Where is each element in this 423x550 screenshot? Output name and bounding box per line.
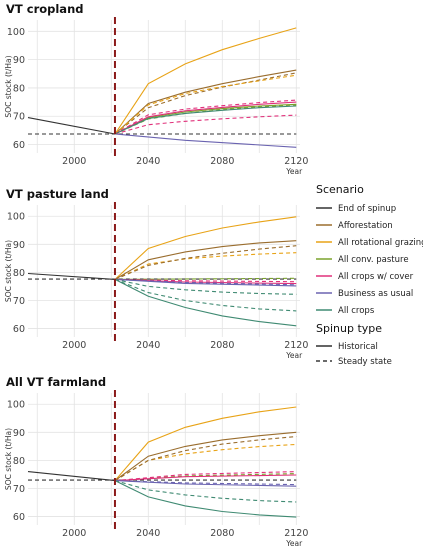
legend-item-all-conv-pasture: All conv. pasture [338, 255, 409, 265]
panel-all-vt-farmland: All VT farmland SOC stock (t/Ha) 60 70 80 90 1… [4, 375, 308, 548]
panel-title: VT cropland [6, 2, 84, 16]
legend-title-spinup: Spinup type [316, 322, 382, 335]
series-end-of-spinup-solid [27, 471, 116, 482]
y-axis-label: SOC stock (t/Ha) [4, 55, 13, 117]
series-all-crops-w-cover-solid [114, 101, 297, 135]
x-tick-label: 2000 [62, 156, 86, 167]
series-end-of-spinup-solid [27, 272, 116, 280]
x-tick-label: 2000 [62, 340, 86, 351]
x-tick-label: 2120 [284, 528, 308, 539]
series-all-rotational-grazing-dashed [114, 252, 297, 280]
y-tick-label: 100 [7, 400, 25, 411]
y-tick-label: 70 [13, 484, 25, 495]
series-all-crops-solid [114, 105, 297, 135]
legend-item-all-rotational-grazing: All rotational grazing [338, 238, 423, 248]
series-all-conv-pasture-dashed [114, 277, 297, 280]
series-afforestation-solid [114, 240, 297, 280]
x-tick-label: 2080 [210, 528, 234, 539]
panel-title: All VT farmland [6, 375, 106, 389]
x-tick-label: 2120 [284, 156, 308, 167]
legend-title-scenario: Scenario [316, 183, 364, 196]
series-all-conv-pasture-solid [114, 103, 297, 135]
series-all-crops-w-cover-dashed [114, 99, 297, 135]
y-tick-label: 80 [13, 456, 25, 467]
series-all-rotational-grazing-solid [114, 216, 297, 280]
y-tick-label: 80 [13, 268, 25, 279]
legend-item-steady-state: Steady state [338, 357, 392, 367]
series-all-crops-solid [114, 278, 297, 327]
x-tick-label: 2080 [210, 340, 234, 351]
series-all-rotational-grazing-dashed [114, 74, 297, 135]
legend-item-all-crops: All crops [338, 306, 375, 316]
y-tick-label: 70 [13, 296, 25, 307]
gridlines [28, 205, 300, 337]
y-tick-label: 90 [13, 55, 25, 66]
series-afforestation-solid [114, 431, 297, 482]
legend-item-historical: Historical [338, 342, 378, 352]
x-tick-label: 2040 [136, 340, 160, 351]
series-afforestation-dashed [114, 245, 297, 280]
series-all-crops-dashed [114, 480, 297, 503]
series-all-rotational-grazing-dashed [114, 443, 297, 482]
y-tick-label: 60 [13, 140, 25, 151]
legend-item-end-of-spinup: End of spinup [338, 204, 396, 214]
y-tick-label: 90 [13, 240, 25, 251]
legend: Scenario End of spinup Afforestation All ro… [316, 183, 423, 367]
series-afforestation-solid [114, 69, 297, 135]
series-lines [27, 27, 297, 148]
x-tick-label: 2080 [210, 156, 234, 167]
series-afforestation-dashed [114, 72, 297, 135]
panel-title: VT pasture land [6, 187, 109, 201]
series-all-crops-w-cover-solid [114, 474, 297, 482]
series-lines [27, 216, 297, 327]
series-all-crops-w-cover-dashed [114, 471, 297, 482]
x-axis-label: Year [285, 167, 303, 176]
x-tick-label: 2040 [136, 156, 160, 167]
x-axis-label: Year [285, 539, 303, 548]
y-axis-label: SOC stock (t/Ha) [4, 428, 13, 490]
series-all-crops-w-cover-dashed [114, 114, 297, 135]
series-business-as-usual-dashed [114, 480, 297, 486]
x-tick-label: 2120 [284, 340, 308, 351]
series-all-crops-solid [114, 480, 297, 518]
series-all-rotational-grazing-solid [114, 27, 297, 135]
series-all-crops-dashed [114, 278, 297, 295]
series-business-as-usual-solid [114, 480, 297, 487]
gridlines [28, 20, 300, 153]
y-tick-label: 60 [13, 324, 25, 335]
series-end-of-spinup-solid [27, 117, 116, 135]
y-tick-label: 70 [13, 112, 25, 123]
legend-item-business-as-usual: Business as usual [338, 289, 413, 299]
legend-item-afforestation: Afforestation [338, 221, 393, 231]
series-lines [27, 406, 297, 518]
panel-vt-pasture-land: VT pasture land SOC stock (t/Ha) 60 70 80 90 1… [4, 187, 308, 360]
y-tick-label: 60 [13, 512, 25, 523]
x-axis-label: Year [285, 351, 303, 360]
gridlines [28, 393, 300, 525]
x-tick-label: 2000 [62, 528, 86, 539]
y-tick-label: 80 [13, 83, 25, 94]
series-business-as-usual-dashed [114, 278, 297, 286]
y-tick-label: 90 [13, 428, 25, 439]
x-tick-label: 2040 [136, 528, 160, 539]
legend-item-all-crops-w-cover: All crops w/ cover [338, 272, 414, 282]
series-all-crops-dashed [114, 278, 297, 312]
series-business-as-usual-solid [114, 133, 297, 148]
panel-vt-cropland: VT cropland SOC stock (t/Ha) 60 70 80 90 100 20… [4, 2, 308, 176]
y-tick-label: 100 [7, 212, 25, 223]
chart-panels: VT cropland SOC stock (t/Ha) 60 70 80 90 100 20… [4, 2, 308, 548]
series-all-rotational-grazing-solid [114, 406, 297, 481]
y-tick-label: 100 [7, 27, 25, 38]
y-axis-label: SOC stock (t/Ha) [4, 240, 13, 302]
series-all-crops-w-cover-dashed [114, 278, 297, 283]
